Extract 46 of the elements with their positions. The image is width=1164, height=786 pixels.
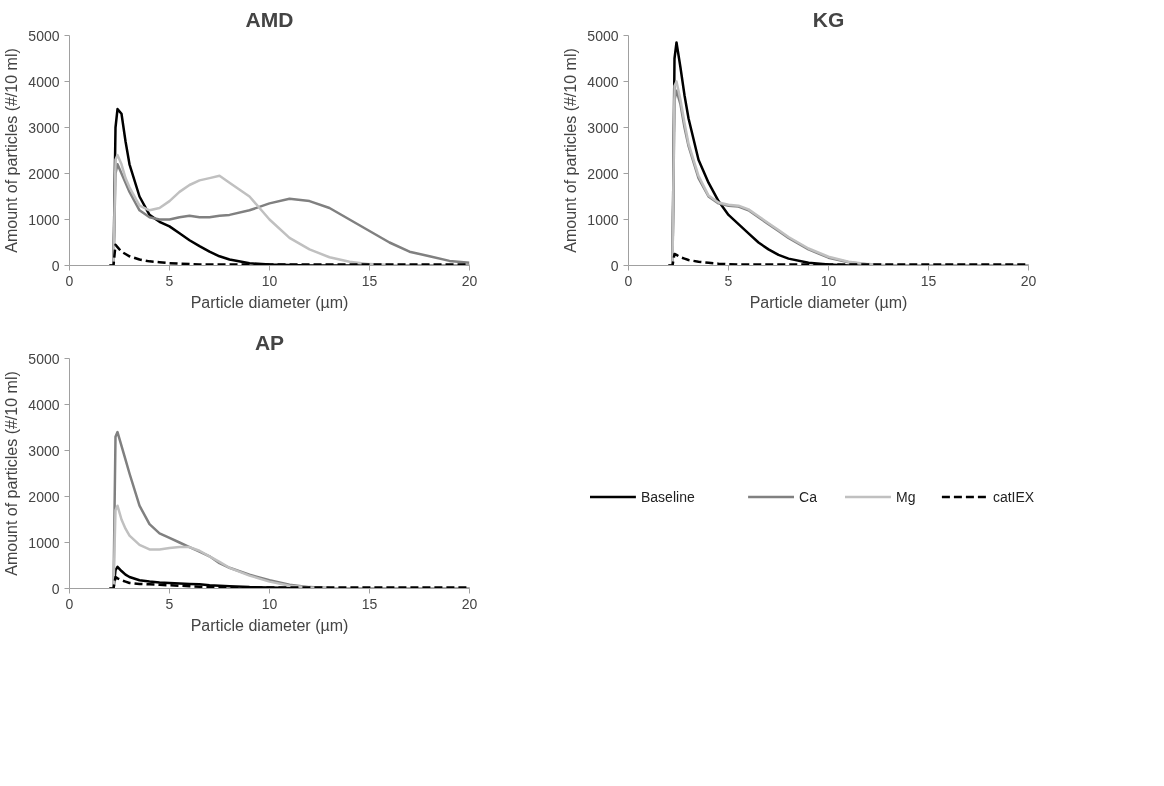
y-tick-label: 4000 (28, 73, 60, 90)
y-tick-label: 1000 (28, 211, 60, 228)
x-axis-title: Particle diameter (µm) (749, 293, 908, 311)
x-axis-title: Particle diameter (µm) (190, 293, 349, 311)
x-tick-label: 5 (165, 272, 174, 289)
x-tick-label: 15 (361, 272, 378, 289)
y-tick-label: 1000 (587, 211, 619, 228)
y-tick-label: 0 (610, 257, 619, 274)
y-tick-label: 3000 (587, 119, 619, 136)
y-tick-label: 2000 (28, 165, 60, 182)
y-axis-title: Amount of particles (#/10 ml) (3, 371, 21, 576)
y-tick-label: 3000 (28, 442, 60, 459)
x-tick-label: 20 (461, 272, 478, 289)
x-tick-label: 10 (261, 595, 278, 612)
x-tick-label: 0 (65, 595, 74, 612)
y-tick-label: 0 (51, 580, 60, 597)
x-tick-label: 0 (65, 272, 74, 289)
x-tick-label: 10 (820, 272, 837, 289)
x-tick-label: 10 (261, 272, 278, 289)
y-tick-label: 2000 (28, 488, 60, 505)
x-tick-label: 15 (361, 595, 378, 612)
x-tick-label: 20 (1020, 272, 1037, 289)
x-tick-label: 20 (461, 595, 478, 612)
legend-label: Baseline (641, 489, 695, 505)
chart-title: KG (812, 7, 845, 31)
x-tick-label: 5 (724, 272, 733, 289)
y-tick-label: 1000 (28, 534, 60, 551)
x-tick-label: 15 (920, 272, 937, 289)
legend-label: Mg (896, 489, 916, 505)
y-tick-label: 5000 (28, 27, 60, 44)
legend-label: catIEX (992, 489, 1035, 505)
chart-title: AP (254, 330, 285, 354)
y-tick-label: 4000 (587, 73, 619, 90)
y-tick-label: 4000 (28, 396, 60, 413)
y-axis-title: Amount of particles (#/10 ml) (3, 48, 21, 253)
x-axis-title: Particle diameter (µm) (190, 616, 349, 634)
y-tick-label: 3000 (28, 119, 60, 136)
chart-title: AMD (245, 7, 294, 31)
y-tick-label: 2000 (587, 165, 619, 182)
legend-label: Ca (799, 489, 818, 505)
x-tick-label: 0 (624, 272, 633, 289)
y-tick-label: 0 (51, 257, 60, 274)
x-tick-label: 5 (165, 595, 174, 612)
y-tick-label: 5000 (28, 350, 60, 367)
y-axis-title: Amount of particles (#/10 ml) (562, 48, 580, 253)
y-tick-label: 5000 (587, 27, 619, 44)
